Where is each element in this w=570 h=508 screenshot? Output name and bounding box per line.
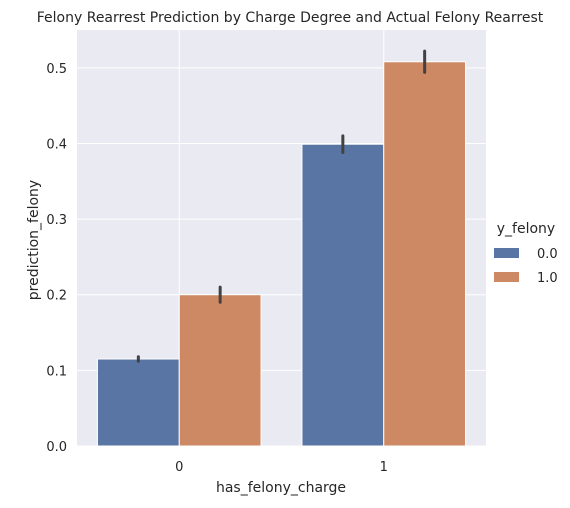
legend-swatch — [494, 248, 519, 258]
legend-title: y_felony — [497, 221, 555, 237]
bars — [96, 61, 467, 447]
error-bars — [136, 49, 427, 363]
legend: y_felony 0.0 1.0 — [494, 221, 558, 286]
legend-swatch — [494, 272, 519, 282]
y-tick-label: 0.4 — [46, 137, 67, 152]
x-tick-label: 0 — [175, 460, 183, 475]
bar-1-0.0 — [301, 143, 385, 447]
bar-1-1.0 — [383, 61, 467, 447]
bar-0-1.0 — [178, 294, 262, 447]
legend-label: 1.0 — [537, 271, 558, 286]
legend-label: 0.0 — [537, 247, 558, 262]
legend-items: 0.0 1.0 — [494, 247, 558, 286]
x-axis-label: has_felony_charge — [216, 480, 346, 496]
y-tick-label: 0.0 — [46, 440, 67, 455]
x-tick-label: 1 — [380, 460, 388, 475]
y-axis-label: prediction_felony — [26, 180, 42, 300]
y-tick-label: 0.2 — [46, 289, 67, 304]
y-tick-labels: 0.0 0.1 0.2 0.3 0.4 0.5 — [46, 62, 67, 455]
y-tick-label: 0.3 — [46, 213, 67, 228]
bar-0-0.0 — [96, 358, 180, 447]
y-tick-label: 0.1 — [46, 364, 67, 379]
y-tick-label: 0.5 — [46, 62, 67, 77]
chart-title: Felony Rearrest Prediction by Charge Deg… — [37, 10, 544, 26]
